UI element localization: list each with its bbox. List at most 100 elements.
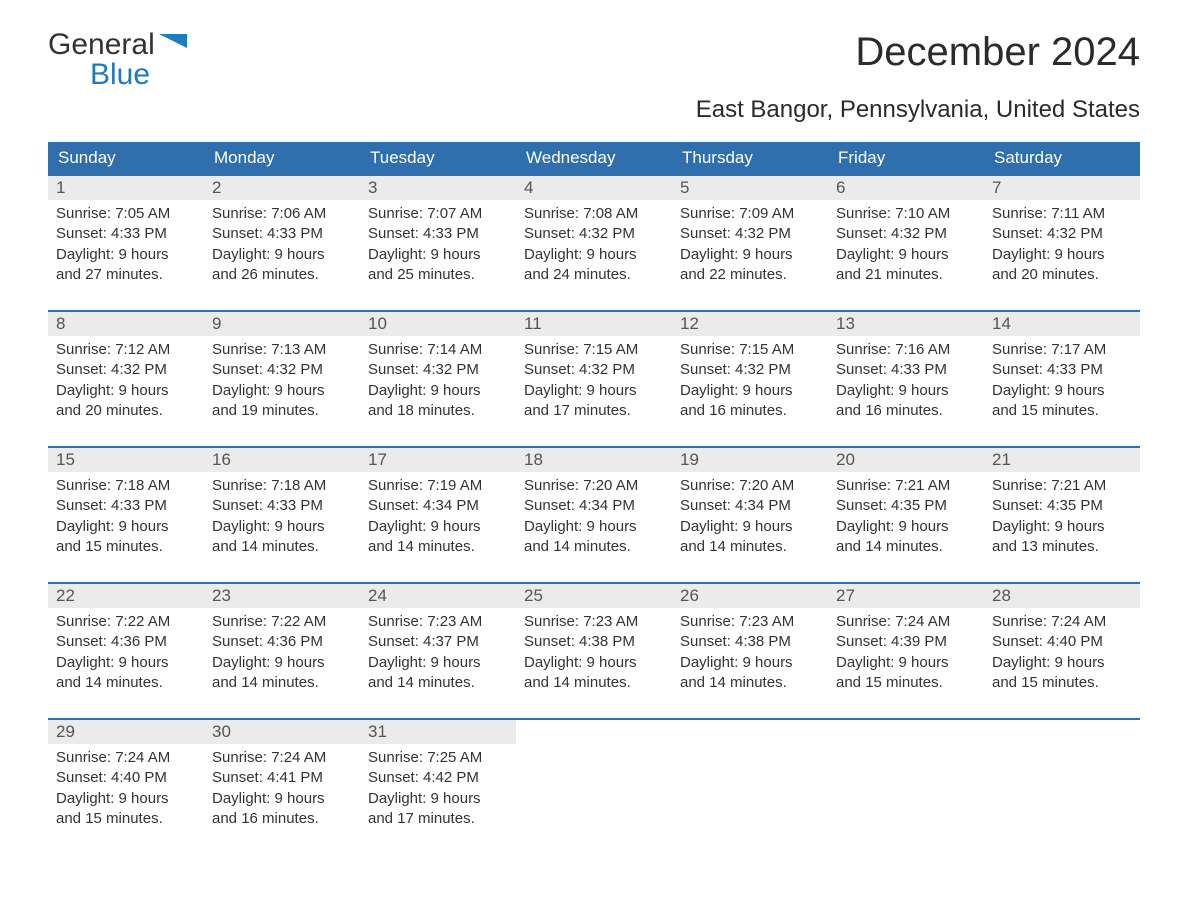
sunset-value: 4:33 PM [891, 361, 947, 378]
daylight-line1: Daylight: 9 hours [368, 245, 508, 265]
sunset-prefix: Sunset: [212, 361, 267, 378]
sunrise-value: 7:13 AM [271, 341, 326, 358]
daylight-line1: Daylight: 9 hours [56, 245, 196, 265]
day-body: Sunrise: 7:10 AMSunset: 4:32 PMDaylight:… [828, 200, 984, 289]
sunset-value: 4:42 PM [423, 769, 479, 786]
sunrise-prefix: Sunrise: [368, 205, 427, 222]
sunset-line: Sunset: 4:32 PM [56, 360, 196, 380]
day-body: Sunrise: 7:17 AMSunset: 4:33 PMDaylight:… [984, 336, 1140, 425]
sunrise-prefix: Sunrise: [212, 477, 271, 494]
sunset-prefix: Sunset: [836, 497, 891, 514]
sunset-value: 4:39 PM [891, 633, 947, 650]
day-number: 13 [828, 312, 984, 336]
sunrise-value: 7:20 AM [583, 477, 638, 494]
sunrise-value: 7:10 AM [895, 205, 950, 222]
weeks-container: 1Sunrise: 7:05 AMSunset: 4:33 PMDaylight… [48, 174, 1140, 838]
day-body: Sunrise: 7:21 AMSunset: 4:35 PMDaylight:… [828, 472, 984, 561]
day-body: Sunrise: 7:08 AMSunset: 4:32 PMDaylight:… [516, 200, 672, 289]
sunrise-line: Sunrise: 7:17 AM [992, 340, 1132, 360]
sunset-value: 4:33 PM [1047, 361, 1103, 378]
day-body: Sunrise: 7:15 AMSunset: 4:32 PMDaylight:… [672, 336, 828, 425]
daylight-line1: Daylight: 9 hours [212, 653, 352, 673]
sunrise-value: 7:23 AM [427, 613, 482, 630]
sunset-prefix: Sunset: [212, 769, 267, 786]
sunrise-prefix: Sunrise: [368, 477, 427, 494]
sunset-line: Sunset: 4:33 PM [212, 496, 352, 516]
day-body: Sunrise: 7:20 AMSunset: 4:34 PMDaylight:… [672, 472, 828, 561]
sunrise-line: Sunrise: 7:12 AM [56, 340, 196, 360]
daylight-line1: Daylight: 9 hours [368, 653, 508, 673]
daylight-line2: and 15 minutes. [992, 673, 1132, 693]
sunrise-value: 7:14 AM [427, 341, 482, 358]
day-cell: 25Sunrise: 7:23 AMSunset: 4:38 PMDayligh… [516, 584, 672, 702]
day-number: 15 [48, 448, 204, 472]
day-body: Sunrise: 7:25 AMSunset: 4:42 PMDaylight:… [360, 744, 516, 833]
daylight-line2: and 15 minutes. [56, 537, 196, 557]
sunrise-prefix: Sunrise: [524, 613, 583, 630]
day-cell [828, 720, 984, 838]
sunset-value: 4:38 PM [579, 633, 635, 650]
day-cell: 10Sunrise: 7:14 AMSunset: 4:32 PMDayligh… [360, 312, 516, 430]
sunset-value: 4:32 PM [735, 225, 791, 242]
day-number-empty [828, 720, 984, 744]
daylight-line1: Daylight: 9 hours [992, 245, 1132, 265]
sunset-value: 4:38 PM [735, 633, 791, 650]
sunset-line: Sunset: 4:41 PM [212, 768, 352, 788]
day-number: 3 [360, 176, 516, 200]
sunset-value: 4:32 PM [1047, 225, 1103, 242]
daylight-line2: and 14 minutes. [524, 537, 664, 557]
sunrise-line: Sunrise: 7:16 AM [836, 340, 976, 360]
sunset-line: Sunset: 4:38 PM [680, 632, 820, 652]
sunrise-value: 7:05 AM [115, 205, 170, 222]
sunset-prefix: Sunset: [524, 361, 579, 378]
day-body: Sunrise: 7:05 AMSunset: 4:33 PMDaylight:… [48, 200, 204, 289]
sunrise-line: Sunrise: 7:24 AM [56, 748, 196, 768]
daylight-line2: and 15 minutes. [56, 809, 196, 829]
daylight-line2: and 20 minutes. [992, 265, 1132, 285]
sunrise-prefix: Sunrise: [524, 205, 583, 222]
sunrise-prefix: Sunrise: [212, 613, 271, 630]
day-body: Sunrise: 7:24 AMSunset: 4:40 PMDaylight:… [984, 608, 1140, 697]
sunset-line: Sunset: 4:39 PM [836, 632, 976, 652]
sunrise-line: Sunrise: 7:20 AM [680, 476, 820, 496]
day-cell: 17Sunrise: 7:19 AMSunset: 4:34 PMDayligh… [360, 448, 516, 566]
day-body: Sunrise: 7:23 AMSunset: 4:38 PMDaylight:… [672, 608, 828, 697]
daylight-line1: Daylight: 9 hours [56, 381, 196, 401]
day-number: 18 [516, 448, 672, 472]
day-cell: 9Sunrise: 7:13 AMSunset: 4:32 PMDaylight… [204, 312, 360, 430]
sunrise-prefix: Sunrise: [992, 613, 1051, 630]
day-body: Sunrise: 7:13 AMSunset: 4:32 PMDaylight:… [204, 336, 360, 425]
sunset-line: Sunset: 4:32 PM [680, 224, 820, 244]
daylight-line2: and 14 minutes. [368, 537, 508, 557]
sunrise-value: 7:15 AM [583, 341, 638, 358]
sunset-prefix: Sunset: [836, 361, 891, 378]
day-body: Sunrise: 7:21 AMSunset: 4:35 PMDaylight:… [984, 472, 1140, 561]
day-number: 10 [360, 312, 516, 336]
sunset-prefix: Sunset: [836, 633, 891, 650]
sunrise-prefix: Sunrise: [56, 477, 115, 494]
sunset-prefix: Sunset: [56, 769, 111, 786]
sunrise-value: 7:24 AM [1051, 613, 1106, 630]
day-number: 11 [516, 312, 672, 336]
sunrise-value: 7:08 AM [583, 205, 638, 222]
sunset-line: Sunset: 4:34 PM [680, 496, 820, 516]
sunset-prefix: Sunset: [680, 225, 735, 242]
day-cell [516, 720, 672, 838]
sunset-line: Sunset: 4:33 PM [836, 360, 976, 380]
week-row: 22Sunrise: 7:22 AMSunset: 4:36 PMDayligh… [48, 582, 1140, 702]
sunset-line: Sunset: 4:42 PM [368, 768, 508, 788]
sunrise-prefix: Sunrise: [524, 477, 583, 494]
daylight-line1: Daylight: 9 hours [524, 653, 664, 673]
sunset-line: Sunset: 4:33 PM [212, 224, 352, 244]
sunset-line: Sunset: 4:32 PM [524, 360, 664, 380]
daylight-line1: Daylight: 9 hours [992, 381, 1132, 401]
calendar: Sunday Monday Tuesday Wednesday Thursday… [48, 142, 1140, 838]
day-cell: 1Sunrise: 7:05 AMSunset: 4:33 PMDaylight… [48, 176, 204, 294]
daylight-line1: Daylight: 9 hours [680, 381, 820, 401]
sunset-prefix: Sunset: [524, 497, 579, 514]
sunset-value: 4:32 PM [735, 361, 791, 378]
sunrise-line: Sunrise: 7:18 AM [212, 476, 352, 496]
sunrise-prefix: Sunrise: [56, 205, 115, 222]
sunset-value: 4:32 PM [111, 361, 167, 378]
sunrise-value: 7:06 AM [271, 205, 326, 222]
